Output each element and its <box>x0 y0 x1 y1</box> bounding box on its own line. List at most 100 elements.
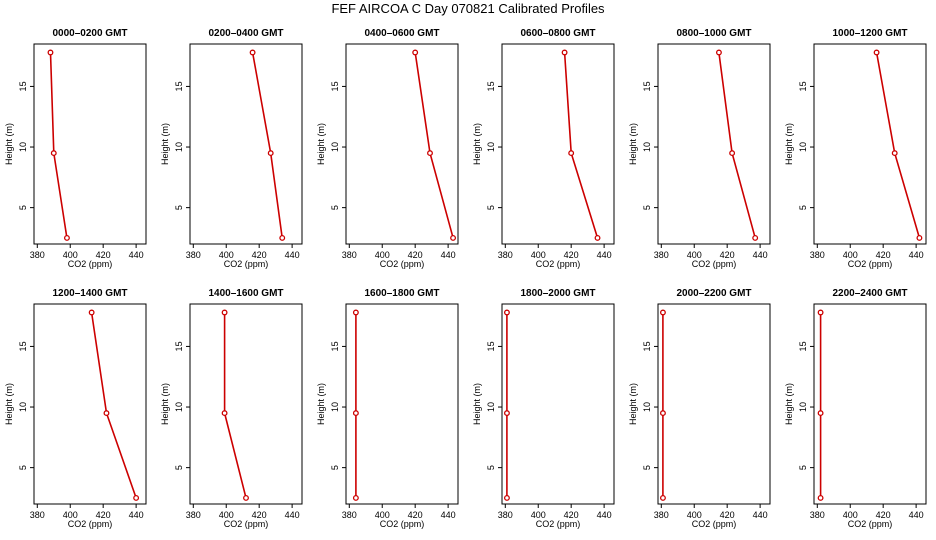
x-axis-label: CO2 (ppm) <box>68 259 113 269</box>
x-tick-label: 400 <box>63 510 78 520</box>
x-tick-label: 440 <box>285 510 300 520</box>
x-tick-label: 420 <box>720 510 735 520</box>
y-tick-label: 10 <box>330 402 340 412</box>
y-tick-label: 5 <box>330 205 340 210</box>
x-tick-label: 440 <box>285 250 300 260</box>
plot-frame <box>501 43 615 245</box>
y-tick-label: 5 <box>642 205 652 210</box>
data-point <box>594 234 601 241</box>
x-tick-label: 380 <box>186 250 201 260</box>
y-tick-label: 15 <box>174 341 184 351</box>
y-tick-label: 5 <box>174 205 184 210</box>
y-axis-label: Height (m) <box>160 123 170 165</box>
y-tick-label: 15 <box>642 341 652 351</box>
x-tick-label: 380 <box>30 250 45 260</box>
data-point <box>267 150 274 157</box>
data-point <box>450 234 457 241</box>
data-point <box>817 410 824 417</box>
y-tick-label: 15 <box>798 341 808 351</box>
x-tick-label: 420 <box>252 250 267 260</box>
y-tick-label: 5 <box>18 205 28 210</box>
y-tick-label: 10 <box>174 402 184 412</box>
x-tick-label: 440 <box>753 510 768 520</box>
data-point <box>243 494 249 501</box>
data-point <box>873 49 880 56</box>
x-axis-label: CO2 (ppm) <box>536 259 581 269</box>
data-point <box>817 309 824 316</box>
y-tick-label: 5 <box>798 465 808 470</box>
x-axis-label: CO2 (ppm) <box>380 519 425 529</box>
x-tick-label: 400 <box>687 250 702 260</box>
y-tick-label: 15 <box>18 341 28 351</box>
y-axis-label: Height (m) <box>628 383 638 425</box>
x-axis-label: CO2 (ppm) <box>692 259 737 269</box>
data-point <box>659 309 666 316</box>
y-tick-label: 15 <box>330 341 340 351</box>
panel-title: 1200–1400 GMT <box>52 288 127 299</box>
panel-title: 0800–1000 GMT <box>676 28 751 39</box>
x-tick-label: 440 <box>909 250 924 260</box>
data-point <box>279 234 286 241</box>
x-tick-label: 440 <box>129 250 144 260</box>
y-axis-label: Height (m) <box>4 383 14 425</box>
y-tick-label: 15 <box>330 81 340 91</box>
plot-frame <box>501 303 615 505</box>
profile-line <box>875 52 921 239</box>
data-point <box>752 234 759 241</box>
x-axis-label: CO2 (ppm) <box>68 519 113 529</box>
x-tick-label: 420 <box>408 250 423 260</box>
y-tick-label: 15 <box>18 81 28 91</box>
plot-frame <box>33 303 147 505</box>
profile-line <box>718 52 756 239</box>
y-tick-label: 5 <box>486 465 496 470</box>
x-tick-label: 420 <box>252 510 267 520</box>
panel-title: 2200–2400 GMT <box>832 288 907 299</box>
y-tick-label: 5 <box>330 465 340 470</box>
y-tick-label: 10 <box>174 142 184 152</box>
plot-frame <box>189 43 303 245</box>
data-point <box>729 150 736 157</box>
y-axis-label: Height (m) <box>160 383 170 425</box>
y-axis-label: Height (m) <box>316 383 326 425</box>
chart-panel-4: 0600–0800 GMT 380 400 420 440 CO2 (ppm) 5 10 15 H… <box>472 28 615 269</box>
y-axis-label: Height (m) <box>4 123 14 165</box>
data-point <box>715 49 722 56</box>
x-tick-label: 380 <box>498 250 513 260</box>
x-tick-label: 400 <box>531 510 546 520</box>
panel-title: 2000–2200 GMT <box>676 288 751 299</box>
panel-title: 1600–1800 GMT <box>364 288 439 299</box>
data-point <box>50 150 57 157</box>
y-axis-label: Height (m) <box>472 123 482 165</box>
x-tick-label: 440 <box>441 510 456 520</box>
chart-panel-5: 0800–1000 GMT 380 400 420 440 CO2 (ppm) 5 10 15 H… <box>628 28 771 269</box>
x-axis-label: CO2 (ppm) <box>692 519 737 529</box>
y-tick-label: 10 <box>642 142 652 152</box>
y-tick-label: 10 <box>330 142 340 152</box>
x-tick-label: 400 <box>63 250 78 260</box>
y-tick-label: 10 <box>642 402 652 412</box>
data-point <box>63 234 70 241</box>
profile-line <box>223 312 247 499</box>
data-point <box>503 410 510 417</box>
y-tick-label: 15 <box>486 341 496 351</box>
plot-frame <box>345 303 459 505</box>
x-tick-label: 380 <box>186 510 201 520</box>
plot-frame <box>345 43 459 245</box>
data-point <box>817 494 824 501</box>
x-tick-label: 440 <box>597 510 612 520</box>
profile-line <box>90 312 137 499</box>
x-tick-label: 440 <box>909 510 924 520</box>
y-axis-label: Height (m) <box>316 123 326 165</box>
chart-panel-2: 0200–0400 GMT 380 400 420 440 CO2 (ppm) 5 10 15 H… <box>160 28 303 269</box>
data-point <box>659 494 666 501</box>
data-point <box>352 494 359 501</box>
y-axis-label: Height (m) <box>784 123 794 165</box>
y-tick-label: 10 <box>18 402 28 412</box>
x-axis-label: CO2 (ppm) <box>224 259 269 269</box>
plot-frame <box>189 303 303 505</box>
x-tick-label: 380 <box>654 250 669 260</box>
panel-title: 0600–0800 GMT <box>520 28 595 39</box>
x-tick-label: 400 <box>687 510 702 520</box>
chart-panel-10: 1800–2000 GMT 380 400 420 440 CO2 (ppm) 5 10 15 H… <box>472 288 615 529</box>
y-axis-label: Height (m) <box>628 123 638 165</box>
